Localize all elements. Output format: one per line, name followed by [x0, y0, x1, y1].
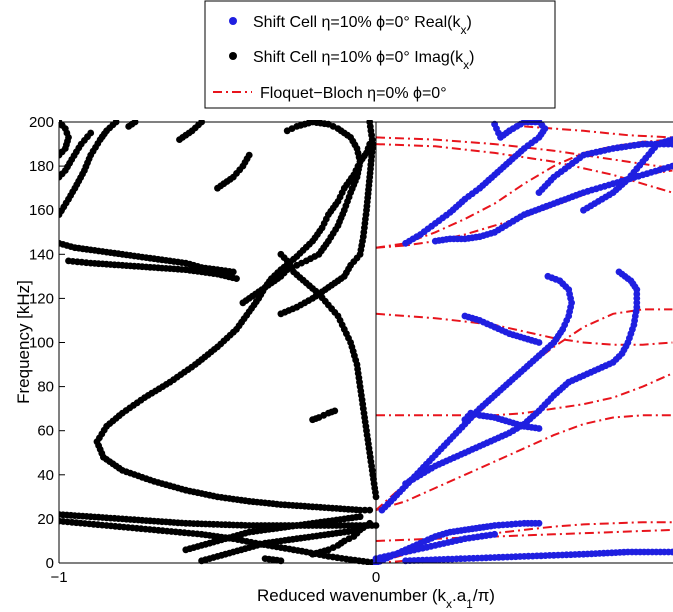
y-tick-label: 180: [29, 158, 54, 175]
imag-point: [366, 506, 374, 514]
imag-point: [245, 151, 253, 159]
floquet-line: [375, 143, 673, 194]
imag-point: [277, 557, 285, 565]
real-point: [669, 162, 673, 170]
real-point: [535, 339, 543, 346]
legend-marker-real: [229, 17, 237, 25]
y-tick-label: 120: [29, 290, 54, 307]
plot-area: [59, 120, 673, 565]
floquet-line: [375, 136, 673, 170]
real-point: [535, 519, 543, 527]
series-1: [59, 120, 380, 565]
real-point: [669, 140, 673, 148]
imag-point: [233, 275, 240, 282]
real-point: [669, 548, 673, 556]
imag-point: [229, 268, 237, 276]
imag-point: [283, 127, 291, 135]
real-point: [491, 530, 498, 538]
floquet-line: [524, 125, 673, 139]
y-tick-label: 60: [37, 423, 54, 440]
y-tick-label: 40: [37, 467, 54, 484]
real-point: [615, 268, 623, 276]
y-axis: 0 20 40 60 80 100 120 140 160 180 200: [29, 114, 65, 572]
x-tick-label: −1: [50, 569, 67, 586]
imag-point: [366, 519, 374, 527]
y-tick-label: 140: [29, 246, 54, 263]
y-tick-label: 200: [29, 114, 54, 131]
imag-point: [366, 120, 374, 126]
y-tick-label: 20: [37, 511, 54, 528]
real-point: [544, 272, 552, 280]
floquet-line: [376, 372, 673, 417]
real-point: [535, 425, 543, 432]
imag-point: [87, 129, 95, 137]
y-tick-label: 80: [37, 379, 54, 396]
x-tick-label: 0: [372, 569, 380, 586]
imag-point: [112, 120, 120, 126]
y-axis-title: Frequency [kHz]: [14, 280, 33, 404]
imag-point: [131, 120, 139, 126]
legend: Shift Cell η=10% ϕ=0° Real(kx) Shift Cel…: [204, 0, 556, 109]
x-axis: −1 0: [50, 557, 380, 586]
y-tick-label: 0: [46, 555, 54, 572]
y-tick-label: 100: [29, 335, 54, 352]
legend-marker-imag: [229, 52, 237, 60]
imag-point: [331, 407, 339, 415]
legend-label-floquet: Floquet−Bloch η=0% ϕ=0°: [260, 85, 447, 102]
imag-point: [59, 120, 63, 126]
floquet-line: [375, 414, 673, 512]
y-tick-label: 160: [29, 202, 54, 219]
series-0: [372, 120, 673, 565]
imag-point: [198, 120, 205, 126]
x-axis-title: Reduced wavenumber (kx.a1/π): [257, 586, 495, 611]
imag-point: [356, 513, 364, 521]
legend-box: [204, 0, 556, 109]
imag-point: [361, 506, 369, 514]
floquet-line: [375, 528, 673, 542]
